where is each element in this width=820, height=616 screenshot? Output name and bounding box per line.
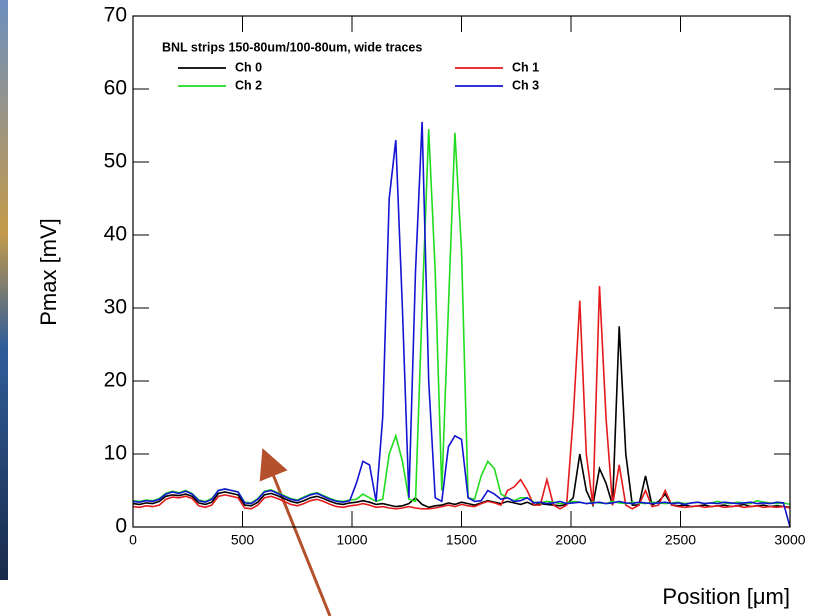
y-tick-label: 20: [104, 369, 127, 392]
y-tick-label: 70: [104, 4, 127, 27]
background-strip: [0, 0, 8, 580]
legend-title: BNL strips 150-80um/100-80um, wide trace…: [162, 40, 422, 54]
x-tick-label: 500: [231, 532, 255, 548]
arrow: [259, 448, 332, 616]
x-tick-label: 2500: [665, 532, 696, 548]
y-tick-label: 60: [104, 77, 127, 100]
x-tick-label: 1500: [446, 532, 477, 548]
x-axis-label: Position [μm]: [662, 584, 790, 609]
legend-label: Ch 1: [512, 60, 539, 74]
y-axis-label: Pmax [mV]: [36, 218, 61, 326]
legend-label: Ch 3: [512, 78, 539, 92]
y-tick-label: 50: [104, 150, 127, 173]
x-tick-label: 3000: [774, 532, 805, 548]
x-tick-label: 2000: [555, 532, 586, 548]
legend-label: Ch 2: [235, 78, 262, 92]
y-tick-label: 30: [104, 296, 127, 319]
series-line: [132, 129, 791, 506]
y-tick-label: 0: [115, 515, 127, 538]
series-line: [132, 286, 791, 510]
legend-label: Ch 0: [235, 60, 262, 74]
y-tick-label: 10: [104, 442, 127, 465]
plot-frame: [132, 15, 791, 528]
y-tick-label: 40: [104, 223, 127, 246]
series-line: [132, 326, 791, 509]
series-line: [132, 121, 791, 528]
x-tick-label: 0: [129, 532, 137, 548]
x-tick-label: 1000: [336, 532, 367, 548]
